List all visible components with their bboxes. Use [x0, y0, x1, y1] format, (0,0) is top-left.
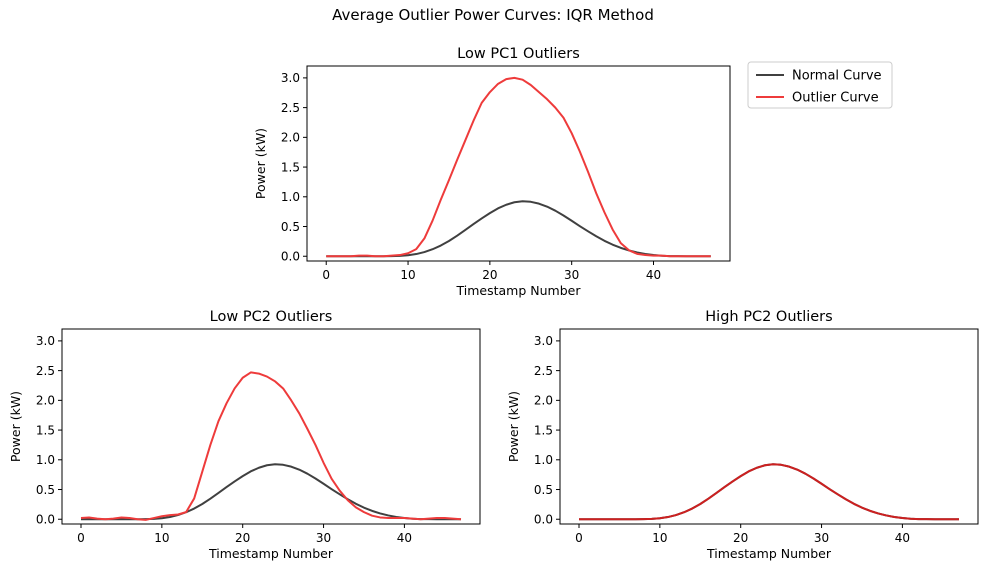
x-axis-label: Timestamp Number	[456, 283, 582, 298]
x-tick-label: 10	[652, 531, 667, 545]
series-line-normal-curve	[579, 463, 959, 521]
y-axis-label: Power (kW)	[506, 391, 521, 462]
legend: Normal Curve Outlier Curve	[747, 61, 893, 109]
legend-label-outlier-curve: Outlier Curve	[792, 91, 879, 106]
x-tick-label: 20	[235, 531, 250, 545]
y-tick-label: 0.5	[534, 483, 553, 497]
x-tick-label: 20	[733, 531, 748, 545]
chart-title: Low PC1 Outliers	[457, 46, 580, 62]
chart-panel-2: 0 10 20 30 40 0.0 0.5 1.0 1.5 2.0 2.5 3.0 Low PC2 Ou…	[8, 309, 481, 561]
y-tick-label: 3.0	[36, 334, 55, 348]
y-tick-label: 1.5	[534, 423, 553, 437]
y-tick-label: 0.5	[36, 483, 55, 497]
axes-frame	[306, 65, 731, 262]
y-tick-label: 1.5	[36, 423, 55, 437]
y-tick-label: 0.0	[36, 513, 55, 527]
axes-frame	[559, 328, 979, 525]
legend-label-normal-curve: Normal Curve	[792, 69, 882, 84]
y-tick-label: 3.0	[534, 334, 553, 348]
x-tick-label: 40	[895, 531, 910, 545]
chart-panels: 0 10 20 30 40 0.0 0.5 1.0 1.5 2.0 2.5 3.0 Low PC1 Ou…	[8, 46, 979, 561]
series-line-outlier-curve	[579, 463, 959, 521]
x-tick-label: 0	[322, 268, 330, 282]
chart-title: High PC2 Outliers	[705, 309, 832, 325]
x-tick-label: 30	[564, 268, 579, 282]
y-tick-label: 1.0	[281, 190, 300, 204]
series-line-outlier-curve	[326, 76, 711, 258]
y-tick-label: 0.5	[281, 220, 300, 234]
y-tick-label: 2.0	[281, 131, 300, 145]
y-axis-label: Power (kW)	[8, 391, 23, 462]
x-tick-label: 0	[575, 531, 583, 545]
x-axis-label: Timestamp Number	[208, 546, 334, 561]
chart-title: Low PC2 Outliers	[210, 309, 333, 325]
y-tick-label: 1.5	[281, 160, 300, 174]
y-tick-label: 2.5	[534, 364, 553, 378]
y-tick-label: 2.5	[281, 101, 300, 115]
y-tick-label: 2.0	[534, 394, 553, 408]
x-tick-label: 10	[400, 268, 415, 282]
x-tick-label: 10	[154, 531, 169, 545]
series-line-normal-curve	[81, 463, 461, 521]
y-axis-label: Power (kW)	[253, 128, 268, 199]
x-tick-label: 0	[77, 531, 85, 545]
y-tick-label: 1.0	[36, 453, 55, 467]
series-line-outlier-curve	[80, 371, 462, 521]
x-tick-label: 20	[482, 268, 497, 282]
y-tick-label: 2.0	[36, 394, 55, 408]
x-tick-label: 40	[397, 531, 412, 545]
x-axis-label: Timestamp Number	[706, 546, 832, 561]
y-tick-label: 0.0	[281, 250, 300, 264]
series-line-normal-curve	[326, 200, 711, 258]
y-tick-label: 3.0	[281, 71, 300, 85]
axes-frame	[61, 328, 481, 525]
y-tick-label: 0.0	[534, 513, 553, 527]
figure-title: Average Outlier Power Curves: IQR Method	[332, 6, 654, 24]
x-tick-label: 40	[646, 268, 661, 282]
chart-panel-3: 0 10 20 30 40 0.0 0.5 1.0 1.5 2.0 2.5 3.0 High PC2 O…	[506, 309, 979, 561]
x-tick-label: 30	[316, 531, 331, 545]
x-tick-label: 30	[814, 531, 829, 545]
y-tick-label: 1.0	[534, 453, 553, 467]
chart-panel-1: 0 10 20 30 40 0.0 0.5 1.0 1.5 2.0 2.5 3.0 Low PC1 Ou…	[253, 46, 731, 298]
y-tick-label: 2.5	[36, 364, 55, 378]
